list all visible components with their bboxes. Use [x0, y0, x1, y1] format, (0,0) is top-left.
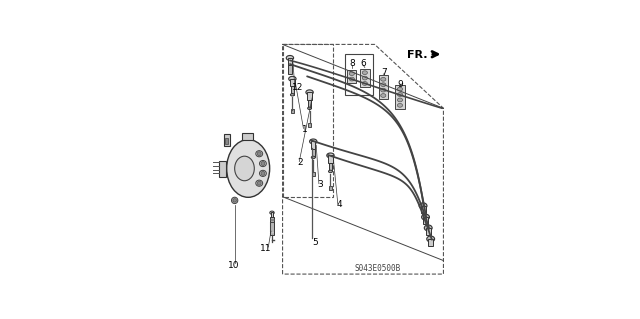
Text: 12: 12 [292, 83, 303, 92]
Ellipse shape [291, 93, 294, 96]
Bar [307, 92, 312, 100]
Ellipse shape [381, 88, 386, 92]
Circle shape [261, 162, 265, 166]
Bar [329, 186, 332, 190]
Text: 9: 9 [397, 80, 403, 89]
Ellipse shape [381, 93, 386, 97]
Bar [269, 217, 275, 223]
Text: 5: 5 [312, 238, 318, 247]
Bar [290, 79, 294, 86]
Ellipse shape [381, 83, 386, 86]
Text: S043E0500B: S043E0500B [354, 264, 400, 273]
Text: 8: 8 [349, 59, 355, 68]
Ellipse shape [362, 76, 367, 80]
Ellipse shape [286, 56, 294, 60]
Ellipse shape [422, 214, 429, 220]
Bar [271, 212, 273, 218]
Ellipse shape [270, 211, 274, 214]
Text: 2: 2 [298, 158, 303, 167]
Bar [360, 69, 369, 87]
Bar [396, 85, 404, 109]
Ellipse shape [311, 156, 316, 159]
Ellipse shape [362, 71, 367, 75]
Ellipse shape [289, 76, 296, 81]
Text: 7: 7 [381, 68, 387, 77]
Text: 1: 1 [302, 125, 308, 134]
Bar [270, 222, 274, 235]
Ellipse shape [349, 77, 355, 81]
Ellipse shape [308, 107, 312, 109]
Bar [291, 109, 294, 113]
Ellipse shape [397, 93, 403, 96]
Ellipse shape [306, 90, 313, 95]
Bar [312, 149, 315, 157]
Bar [426, 228, 431, 235]
Ellipse shape [397, 87, 403, 91]
Bar [308, 100, 311, 108]
Ellipse shape [381, 78, 386, 81]
Ellipse shape [362, 82, 367, 85]
Circle shape [257, 181, 261, 185]
Bar [219, 161, 225, 177]
Text: 4: 4 [336, 200, 342, 209]
Ellipse shape [397, 103, 403, 107]
Circle shape [261, 171, 265, 175]
Bar [308, 123, 311, 127]
Ellipse shape [349, 72, 355, 76]
Ellipse shape [327, 153, 334, 158]
Ellipse shape [256, 151, 262, 157]
Ellipse shape [328, 170, 332, 173]
Bar [347, 70, 356, 83]
Circle shape [233, 199, 236, 202]
Text: FR.: FR. [407, 50, 428, 60]
Ellipse shape [256, 180, 262, 186]
Polygon shape [223, 134, 230, 146]
Bar [379, 75, 388, 100]
Ellipse shape [259, 170, 266, 176]
Ellipse shape [227, 140, 269, 197]
Bar [225, 138, 228, 144]
Bar [420, 206, 426, 213]
Bar [312, 172, 315, 176]
Text: 11: 11 [260, 244, 271, 253]
Bar [329, 163, 332, 171]
Ellipse shape [424, 225, 432, 231]
Ellipse shape [397, 98, 403, 102]
Ellipse shape [419, 203, 427, 209]
Bar [288, 58, 292, 65]
Ellipse shape [235, 156, 254, 181]
Polygon shape [242, 133, 253, 140]
Ellipse shape [427, 236, 435, 242]
Bar [428, 239, 433, 246]
Circle shape [232, 197, 238, 204]
Ellipse shape [259, 160, 266, 167]
Text: 3: 3 [317, 180, 323, 189]
Text: 10: 10 [228, 262, 239, 271]
Text: 6: 6 [360, 59, 366, 68]
Ellipse shape [310, 139, 317, 144]
Bar [328, 155, 333, 163]
Bar [288, 65, 292, 74]
Bar [291, 86, 294, 95]
Circle shape [257, 152, 261, 156]
Bar [423, 217, 428, 224]
Bar [311, 141, 316, 149]
